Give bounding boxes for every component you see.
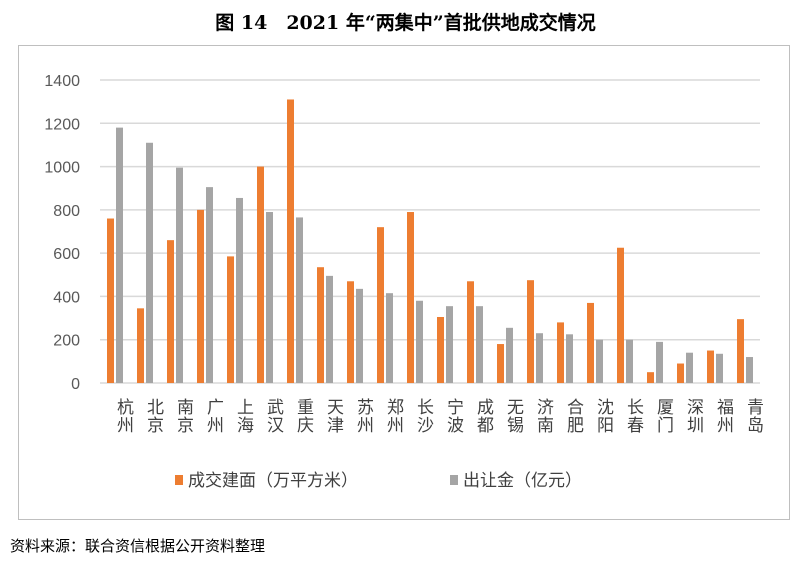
bar-land-premium xyxy=(716,353,723,383)
bar-floor-area xyxy=(707,350,714,383)
x-tick-label: 南京 xyxy=(173,398,194,434)
bar-land-premium xyxy=(686,352,693,383)
y-tick-label: 200 xyxy=(53,333,80,350)
bar-floor-area xyxy=(287,99,294,383)
bar-chart: 0 200 400 600 800 1000 1200 1400 杭州 北京 南京 广州 上海 武汉 重庆天… xyxy=(44,73,763,491)
bar-land-premium xyxy=(386,293,393,383)
bar-land-premium xyxy=(326,275,333,383)
x-tick-label: 福州 xyxy=(713,398,734,434)
y-tick-label: 800 xyxy=(53,203,80,220)
x-tick-label: 青岛 xyxy=(743,398,763,434)
x-tick-label: 合肥 xyxy=(563,398,584,434)
x-tick-label: 宁波 xyxy=(443,398,464,434)
x-tick-label: 成都 xyxy=(473,398,494,434)
bar-floor-area xyxy=(557,322,564,383)
bar-floor-area xyxy=(407,212,414,383)
y-tick-label: 600 xyxy=(53,246,80,263)
y-tick-label: 1200 xyxy=(44,116,80,133)
bar-land-premium xyxy=(206,187,213,383)
bar-land-premium xyxy=(236,197,243,383)
y-tick-label: 1000 xyxy=(44,160,80,177)
bar-land-premium xyxy=(626,339,633,383)
bar-floor-area xyxy=(527,280,534,383)
x-tick-label: 杭州 xyxy=(113,398,134,434)
chart-frame xyxy=(18,45,790,520)
x-tick-label: 济南 xyxy=(533,398,554,434)
x-tick-label: 苏州 xyxy=(353,398,374,434)
bar-floor-area xyxy=(677,363,684,383)
y-tick-label: 1400 xyxy=(44,73,80,90)
bar-land-premium xyxy=(416,300,423,383)
x-tick-label: 沈阳 xyxy=(593,398,614,434)
bar-land-premium xyxy=(536,333,543,383)
bar-floor-area xyxy=(737,319,744,383)
bar-land-premium xyxy=(656,341,663,383)
bar-land-premium xyxy=(356,288,363,383)
bar-floor-area xyxy=(437,316,444,383)
x-tick-label: 广州 xyxy=(203,398,224,434)
x-tick-label: 厦门 xyxy=(653,398,674,434)
bar-land-premium xyxy=(596,339,603,383)
bar-floor-area xyxy=(317,267,324,383)
bar-floor-area xyxy=(197,209,204,383)
x-tick-label: 重庆 xyxy=(293,398,314,434)
legend-label: 成交建面（万平方米） xyxy=(188,471,358,491)
x-tick-label: 北京 xyxy=(143,398,164,434)
x-tick-label: 长春 xyxy=(623,398,644,434)
bar-floor-area xyxy=(227,256,234,383)
x-tick-label: 天津 xyxy=(323,398,344,434)
bar-floor-area xyxy=(137,308,144,383)
bar-land-premium xyxy=(176,167,183,383)
bar-floor-area xyxy=(647,372,654,383)
x-tick-label: 上海 xyxy=(233,398,254,434)
chart-title: 图 14 2021 年“两集中”首批供地成交情况 xyxy=(215,12,596,34)
bar-land-premium xyxy=(746,357,753,383)
bar-floor-area xyxy=(107,218,114,383)
legend-swatch xyxy=(450,475,458,485)
bar-floor-area xyxy=(377,227,384,383)
bar-floor-area xyxy=(347,281,354,383)
bar-land-premium xyxy=(476,306,483,383)
bar-floor-area xyxy=(617,247,624,383)
bar-floor-area xyxy=(257,166,264,383)
x-tick-label: 深圳 xyxy=(683,398,704,434)
bar-land-premium xyxy=(116,127,123,383)
bar-land-premium xyxy=(266,212,273,383)
legend-label: 出让金（亿元） xyxy=(463,471,582,491)
y-tick-label: 400 xyxy=(53,289,80,306)
x-tick-label: 郑州 xyxy=(383,398,404,434)
bar-land-premium xyxy=(296,217,303,383)
x-tick-label: 武汉 xyxy=(263,398,284,434)
bar-floor-area xyxy=(467,281,474,383)
bar-land-premium xyxy=(506,327,513,383)
legend-swatch xyxy=(175,475,183,485)
bar-land-premium xyxy=(446,306,453,383)
source-note: 资料来源：联合资信根据公开资料整理 xyxy=(10,537,266,555)
bar-floor-area xyxy=(167,240,174,383)
bar-land-premium xyxy=(566,334,573,383)
bar-floor-area xyxy=(497,344,504,383)
bar-land-premium xyxy=(146,142,153,383)
x-tick-label: 长沙 xyxy=(413,398,434,434)
bar-floor-area xyxy=(587,302,594,383)
x-tick-label: 无锡 xyxy=(503,398,524,434)
y-tick-label: 0 xyxy=(71,376,80,393)
